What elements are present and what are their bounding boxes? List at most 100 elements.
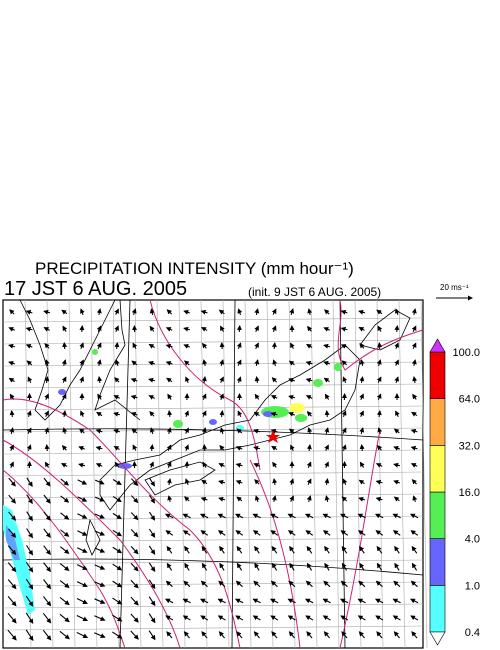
wind-arrow: [184, 360, 190, 366]
wind-arrow: [76, 581, 88, 587]
wind-arrow: [253, 428, 261, 434]
wind-arrow: [112, 631, 123, 639]
wind-arrow: [341, 427, 347, 434]
wind-arrow: [165, 598, 174, 604]
wind-arrow: [359, 427, 365, 435]
wind-arrow: [148, 377, 156, 383]
wind-arrow: [359, 562, 365, 571]
wind-arrow: [359, 444, 365, 452]
wind-arrow: [148, 343, 155, 349]
wind-arrow: [201, 631, 208, 639]
wind-arrow: [44, 342, 50, 349]
wind-arrow: [43, 494, 51, 504]
wind-arrow: [43, 309, 51, 315]
colorbar-segment: [429, 585, 446, 633]
grid-line: [310, 299, 318, 649]
colorbar-segment: [429, 538, 446, 586]
wind-arrow: [219, 393, 224, 400]
wind-arrow: [342, 376, 348, 383]
wind-arrow: [62, 325, 68, 332]
wind-arrow: [306, 631, 313, 639]
wind-arrow: [393, 428, 400, 434]
wind-arrow: [130, 377, 138, 383]
wind-arrow: [112, 580, 123, 588]
wind-arrow: [148, 579, 156, 590]
grid-line: [2, 339, 424, 345]
wind-arrow: [254, 342, 259, 349]
wind-arrow: [149, 411, 155, 417]
wind-arrow: [165, 360, 173, 366]
wind-arrow: [77, 479, 88, 485]
title: PRECIPITATION INTENSITY (mm hour⁻¹): [35, 259, 354, 278]
wind-arrow: [149, 427, 155, 435]
wind-arrow: [8, 343, 16, 349]
wind-arrow: [202, 461, 208, 468]
wind-arrow: [61, 393, 67, 400]
wind-arrow: [148, 395, 155, 400]
colorbar-label: 4.0: [465, 534, 480, 546]
wind-arrow: [376, 359, 382, 367]
wind-arrow: [201, 376, 207, 384]
wind-arrow: [375, 496, 383, 502]
wind-arrow: [130, 596, 139, 606]
wind-arrow: [61, 376, 67, 383]
wind-arrow: [394, 562, 400, 571]
wind-arrow: [218, 309, 225, 315]
wind-arrow: [340, 598, 349, 604]
wind-arrow: [375, 530, 384, 536]
wind-arrow: [59, 597, 70, 606]
wind-arrow: [26, 477, 33, 488]
wind-arrow: [9, 427, 15, 435]
wind-arrow: [43, 562, 51, 573]
wind-arrow: [358, 309, 366, 315]
wind-arrow: [130, 495, 139, 504]
wind-arrow: [341, 410, 347, 418]
init-label: (init. 9 JST 6 AUG. 2005): [248, 285, 381, 299]
wind-arrow: [94, 547, 106, 553]
grid-line: [2, 493, 424, 499]
wind-arrow: [201, 545, 208, 554]
wind-arrow: [290, 342, 295, 349]
wind-arrow: [272, 478, 278, 486]
wind-arrow: [96, 411, 103, 417]
wind-arrow: [271, 495, 277, 503]
wind-arrow: [219, 444, 225, 451]
meridian: [119, 299, 131, 649]
wind-arrow: [322, 513, 331, 519]
wind-arrow: [306, 411, 313, 417]
wind-arrow: [270, 530, 279, 536]
wind-arrow: [288, 360, 295, 366]
wind-arrow: [44, 393, 49, 400]
colorbar-over: [429, 338, 446, 353]
wind-arrow: [392, 615, 401, 621]
wind-arrow: [218, 631, 225, 639]
wind-arrow: [167, 410, 173, 418]
wind-arrow: [271, 342, 277, 350]
colorbar-label: 16.0: [459, 487, 480, 499]
wind-arrow: [94, 632, 106, 638]
wind-arrow: [235, 530, 244, 536]
wind-arrow: [219, 427, 225, 435]
wind-arrow: [272, 461, 278, 468]
grid-line: [244, 299, 252, 649]
wind-arrow: [218, 463, 225, 468]
wind-arrow: [271, 377, 277, 383]
wind-arrow: [166, 545, 173, 554]
wind-arrow: [80, 410, 85, 417]
wind-arrow: [341, 360, 348, 366]
wind-arrow: [112, 597, 123, 605]
wind-arrow: [59, 630, 70, 640]
wind-arrow: [202, 444, 208, 452]
wind-arrow: [76, 564, 88, 570]
wind-arrow: [131, 308, 137, 316]
wind-arrow: [200, 598, 209, 604]
wind-arrow: [340, 580, 348, 588]
wind-arrow: [76, 598, 88, 604]
wind-arrow: [94, 496, 105, 502]
wind-arrow: [393, 580, 401, 588]
wind-arrow: [359, 545, 365, 554]
wind-arrow: [43, 579, 52, 590]
precip-area: [173, 420, 183, 428]
wind-arrow: [254, 393, 260, 400]
wind-arrow: [112, 546, 123, 554]
